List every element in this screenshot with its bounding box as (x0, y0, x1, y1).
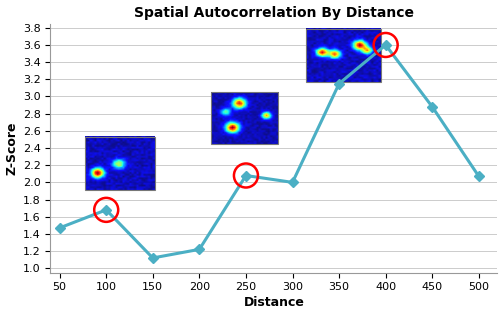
Y-axis label: Z-Score: Z-Score (6, 121, 19, 175)
Bar (85, 137, 155, 190)
Bar (306, 29, 381, 82)
Title: Spatial Autocorrelation By Distance: Spatial Autocorrelation By Distance (134, 6, 414, 20)
X-axis label: Distance: Distance (243, 296, 304, 309)
Bar (211, 92, 278, 144)
